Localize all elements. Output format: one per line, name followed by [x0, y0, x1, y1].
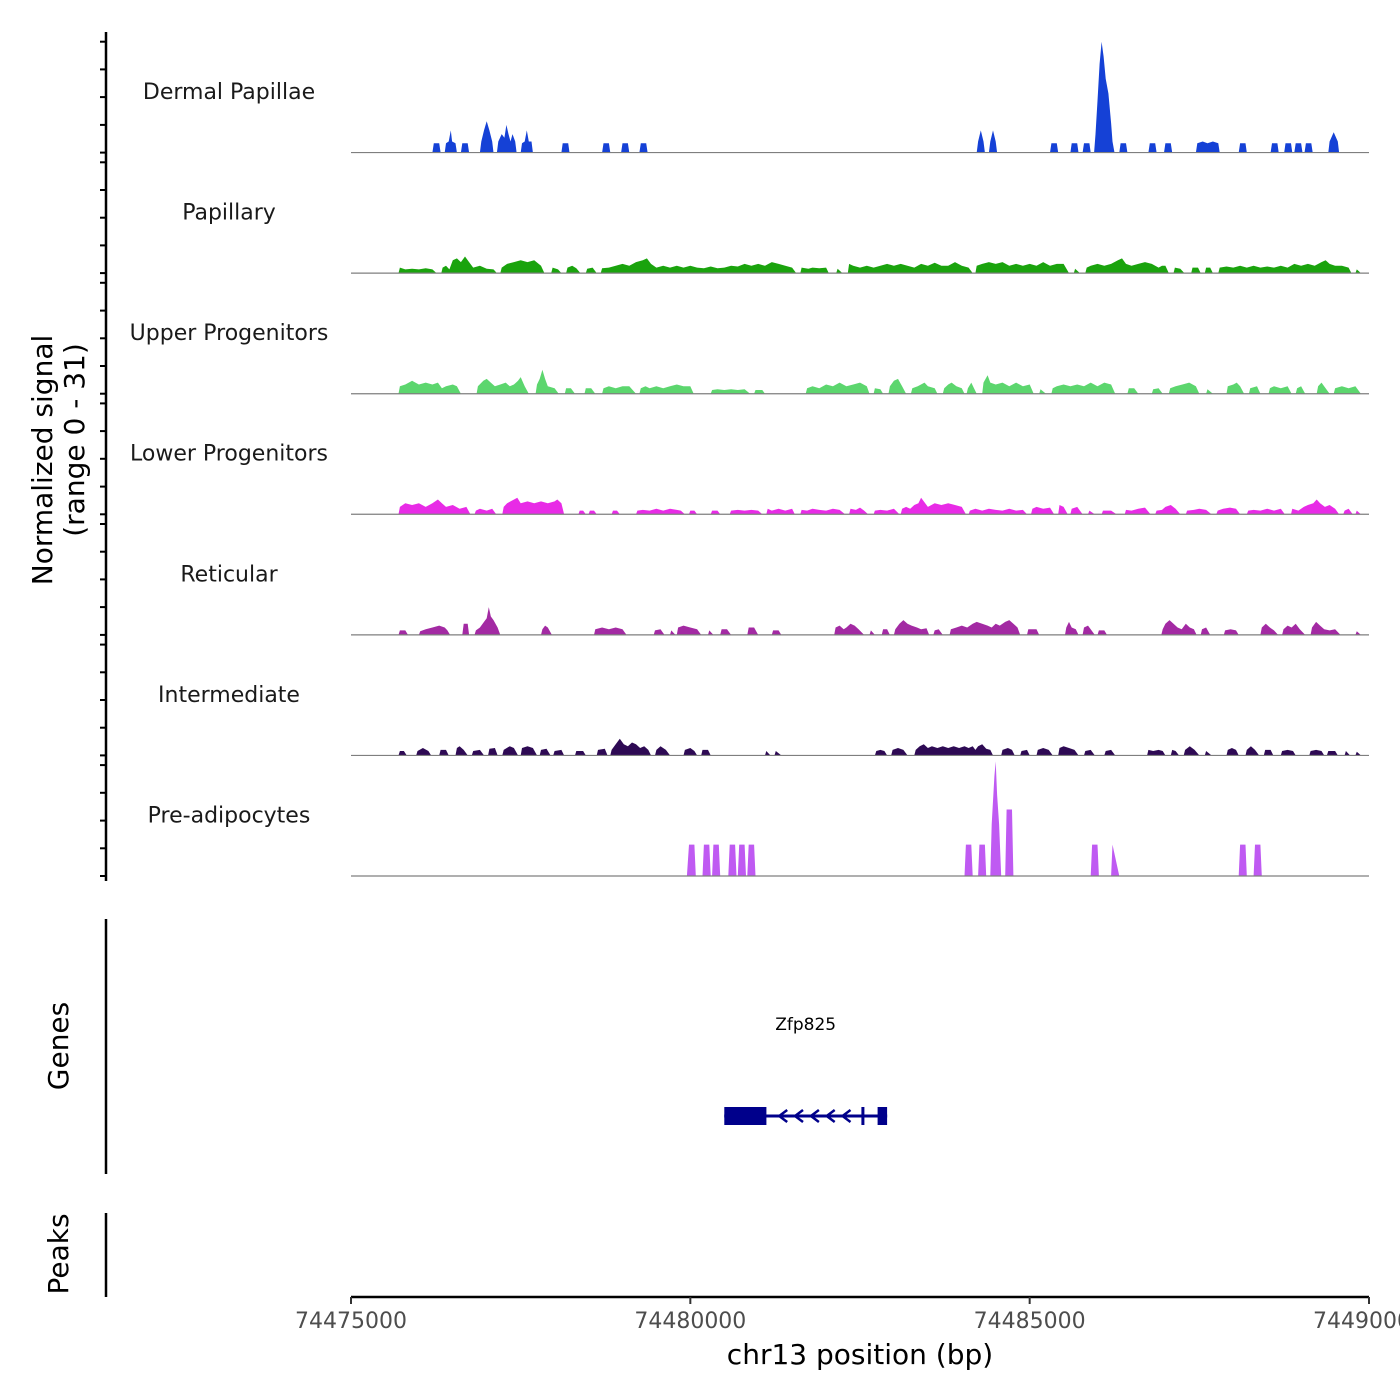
- y-axis-title-line1: Normalized signal: [26, 335, 59, 586]
- track-pre-adipocytes: Pre-adipocytes: [148, 761, 1369, 877]
- track-signal-area: [432, 41, 1340, 153]
- track-label: Pre-adipocytes: [148, 803, 311, 828]
- x-axis-title: chr13 position (bp): [727, 1338, 993, 1371]
- track-label: Lower Progenitors: [130, 442, 328, 467]
- coverage-tracks: Dermal Papillae Papillary Upper Progenitor…: [130, 41, 1369, 877]
- track-label: Dermal Papillae: [143, 80, 315, 105]
- coverage-y-axis-ticks: [100, 40, 106, 877]
- x-tick-label: 74490000: [1313, 1309, 1400, 1334]
- track-signal-area: [398, 738, 1361, 756]
- gene-strand-arrow: [824, 1109, 836, 1123]
- track-signal-area: [398, 497, 1361, 515]
- track-papillary: Papillary: [182, 201, 1369, 274]
- gene-model: [724, 1107, 888, 1125]
- track-intermediate: Intermediate: [158, 683, 1369, 757]
- track-signal-area: [398, 256, 1361, 274]
- x-axis-ticks: 74475000 74480000 74485000 74490000: [295, 1297, 1400, 1334]
- track-upper-progenitors: Upper Progenitors: [130, 321, 1369, 395]
- x-tick-label: 74485000: [974, 1309, 1086, 1334]
- x-tick-label: 74475000: [295, 1309, 407, 1334]
- gene-exon: [861, 1107, 865, 1125]
- gene-strand-arrow: [808, 1109, 820, 1123]
- gene-name-label: Zfp825: [775, 1015, 836, 1035]
- track-lower-progenitors: Lower Progenitors: [130, 442, 1369, 515]
- track-signal-area: [398, 607, 1361, 635]
- track-label: Reticular: [180, 562, 278, 587]
- track-dermal-papillae: Dermal Papillae: [143, 41, 1369, 154]
- gene-strand-arrow: [777, 1109, 788, 1123]
- track-label: Papillary: [182, 201, 276, 226]
- track-label: Intermediate: [158, 683, 300, 708]
- gene-strand-arrow: [840, 1109, 852, 1123]
- y-axis-title-line2: (range 0 - 31): [58, 343, 91, 537]
- gene-strand-arrow: [792, 1109, 804, 1123]
- genes-panel-label: Genes: [42, 1002, 75, 1090]
- track-label: Upper Progenitors: [130, 321, 329, 346]
- peaks-panel-label: Peaks: [42, 1213, 75, 1294]
- track-reticular: Reticular: [180, 562, 1369, 636]
- gene-exon: [724, 1107, 767, 1125]
- track-signal-area: [398, 369, 1361, 394]
- x-tick-label: 74480000: [634, 1309, 746, 1334]
- track-signal-area: [686, 761, 1262, 876]
- gene-exon: [877, 1107, 888, 1125]
